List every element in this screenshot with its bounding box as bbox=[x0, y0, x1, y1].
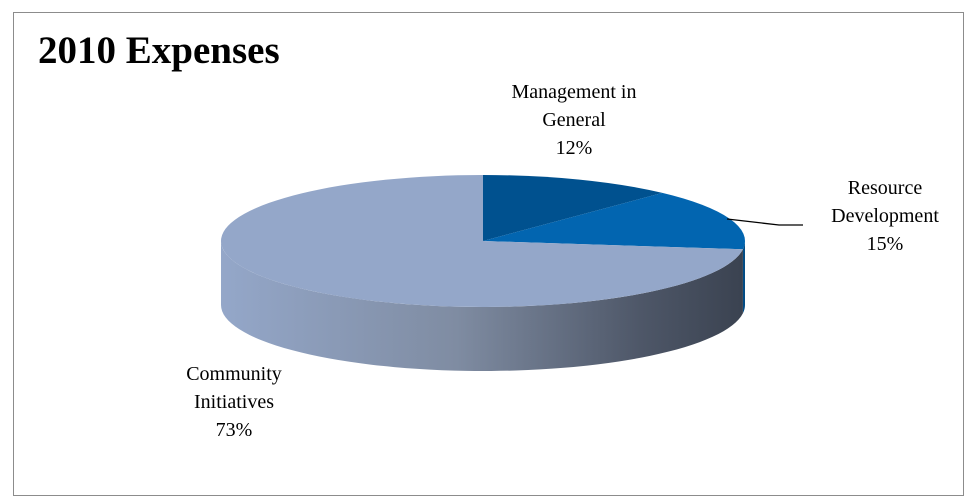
data-label-resource-development: Resource Development 15% bbox=[831, 177, 939, 255]
leader-line-resource-development bbox=[726, 218, 803, 226]
pie-side-community-initiatives bbox=[221, 241, 743, 372]
pie-slice-management-in-general bbox=[483, 175, 663, 241]
pie-side-resource-development bbox=[742, 241, 745, 314]
data-label-management-in-general: Management in General 12% bbox=[512, 81, 637, 159]
pie-labels: Management in General 12% Resource Developme… bbox=[186, 81, 939, 441]
pie-sides bbox=[221, 241, 745, 372]
chart-title: 2010 Expenses bbox=[38, 29, 280, 72]
pie-slice-resource-development bbox=[483, 192, 745, 250]
pie-top bbox=[221, 175, 745, 308]
pie-slice-community-initiatives bbox=[221, 175, 743, 308]
data-label-community-initiatives: Community Initiatives 73% bbox=[186, 363, 282, 441]
